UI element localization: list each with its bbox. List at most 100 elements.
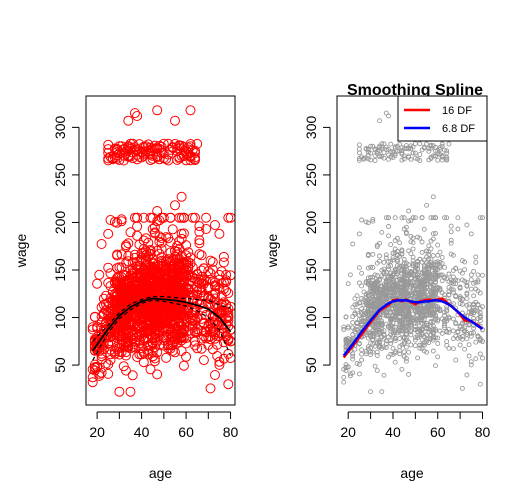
scatter-point bbox=[448, 223, 454, 229]
scatter-point bbox=[381, 141, 387, 147]
scatter-point bbox=[176, 151, 187, 161]
scatter-point bbox=[365, 278, 371, 284]
scatter-point bbox=[145, 142, 156, 153]
scatter-point bbox=[419, 330, 425, 336]
scatter-point bbox=[183, 247, 194, 258]
scatter-point bbox=[138, 235, 149, 246]
scatter-point bbox=[381, 312, 387, 318]
scatter-point bbox=[410, 258, 416, 264]
scatter-point bbox=[127, 285, 138, 296]
scatter-point bbox=[383, 144, 389, 150]
scatter-point bbox=[424, 349, 430, 355]
scatter-point bbox=[448, 229, 454, 235]
scatter-point bbox=[352, 327, 358, 333]
scatter-point bbox=[161, 278, 172, 289]
scatter-point bbox=[114, 282, 125, 293]
scatter-point bbox=[372, 343, 378, 349]
scatter-point bbox=[178, 284, 189, 295]
scatter-point bbox=[430, 153, 436, 159]
scatter-point bbox=[145, 364, 156, 375]
scatter-point bbox=[185, 105, 196, 116]
scatter-point bbox=[450, 346, 456, 352]
scatter-point bbox=[477, 290, 483, 296]
scatter-point bbox=[356, 341, 362, 347]
scatter-point bbox=[136, 275, 147, 286]
scatter-point bbox=[439, 141, 445, 147]
scatter-point bbox=[410, 215, 416, 221]
scatter-point bbox=[359, 357, 365, 363]
scatter-point bbox=[345, 325, 351, 331]
scatter-point bbox=[379, 289, 385, 295]
left-fit-lines bbox=[91, 296, 232, 361]
scatter-point bbox=[406, 208, 412, 214]
scatter-point bbox=[359, 321, 365, 327]
scatter-point bbox=[473, 308, 479, 313]
scatter-point bbox=[439, 154, 445, 160]
scatter-point bbox=[161, 352, 172, 363]
scatter-point bbox=[462, 278, 468, 284]
scatter-point bbox=[143, 273, 154, 284]
legend-box bbox=[397, 95, 488, 142]
scatter-point bbox=[221, 275, 232, 286]
scatter-point bbox=[399, 157, 405, 163]
scatter-point bbox=[368, 150, 374, 156]
right-y-axis-label: wage bbox=[264, 234, 280, 269]
scatter-point bbox=[459, 333, 465, 339]
scatter-point bbox=[223, 379, 234, 390]
scatter-point bbox=[218, 353, 229, 364]
scatter-point bbox=[192, 138, 203, 149]
scatter-point bbox=[450, 274, 456, 280]
scatter-point bbox=[365, 265, 371, 271]
scatter-point bbox=[401, 349, 407, 355]
scatter-point bbox=[134, 152, 145, 162]
scatter-point bbox=[466, 353, 472, 359]
scatter-point bbox=[377, 339, 382, 345]
scatter-point bbox=[419, 327, 425, 333]
scatter-point bbox=[412, 215, 418, 221]
scatter-point bbox=[444, 157, 450, 163]
scatter-point bbox=[437, 328, 443, 334]
scatter-point bbox=[123, 115, 134, 126]
scatter-point bbox=[87, 377, 98, 388]
scatter-point bbox=[388, 242, 394, 248]
scatter-point bbox=[426, 148, 432, 154]
y-tick-label: 300 bbox=[52, 115, 68, 139]
scatter-point bbox=[424, 289, 430, 295]
scatter-point bbox=[174, 140, 185, 151]
scatter-point bbox=[388, 149, 394, 155]
scatter-point bbox=[408, 315, 414, 321]
scatter-point bbox=[412, 343, 418, 349]
scatter-point bbox=[161, 283, 172, 294]
scatter-point bbox=[377, 253, 382, 259]
scatter-point bbox=[392, 238, 398, 243]
scatter-point bbox=[192, 286, 203, 297]
scatter-point bbox=[406, 248, 412, 254]
scatter-point bbox=[394, 258, 400, 264]
scatter-point bbox=[424, 265, 430, 271]
scatter-point bbox=[473, 259, 479, 265]
scatter-point bbox=[435, 273, 441, 278]
scatter-point bbox=[412, 320, 418, 326]
scatter-point bbox=[377, 118, 382, 124]
scatter-point bbox=[370, 322, 376, 328]
scatter-point bbox=[354, 307, 360, 313]
scatter-point bbox=[381, 344, 387, 350]
scatter-point bbox=[442, 312, 447, 318]
scatter-point bbox=[187, 315, 198, 326]
scatter-point bbox=[356, 371, 362, 377]
scatter-point bbox=[453, 357, 459, 363]
scatter-point bbox=[138, 247, 149, 258]
scatter-point bbox=[406, 307, 412, 313]
scatter-point bbox=[141, 254, 151, 265]
scatter-point bbox=[444, 339, 450, 345]
scatter-point bbox=[187, 212, 198, 223]
scatter-point bbox=[370, 218, 376, 224]
scatter-point bbox=[399, 215, 405, 221]
left-x-axis: 20 40 60 80 bbox=[89, 411, 239, 440]
scatter-point bbox=[435, 318, 441, 324]
scatter-point bbox=[433, 303, 438, 309]
scatter-point bbox=[450, 328, 456, 334]
scatter-point bbox=[383, 282, 389, 288]
scatter-point bbox=[383, 345, 389, 350]
scatter-point bbox=[392, 287, 398, 293]
